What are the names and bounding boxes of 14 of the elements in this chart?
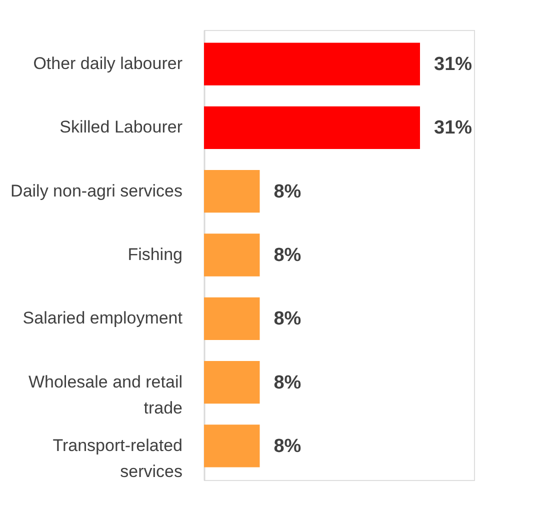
data-label: 8% xyxy=(274,245,302,266)
y-tick-label: Wholesale and retail trade xyxy=(28,372,182,418)
data-label: 8% xyxy=(274,308,302,330)
y-tick-label: Other daily labourer xyxy=(33,54,183,74)
y-tick-label: Skilled Labourer xyxy=(60,118,183,137)
data-label: 31% xyxy=(434,118,472,139)
data-label: 8% xyxy=(274,436,302,457)
data-label: 8% xyxy=(274,181,302,202)
y-tick-label: Transport-related services xyxy=(52,436,182,481)
data-label: 8% xyxy=(274,372,302,394)
y-tick-label: Daily non-agri services xyxy=(10,181,182,200)
data-label: 31% xyxy=(434,54,472,76)
y-tick-label: Fishing xyxy=(128,245,182,264)
y-tick-label: Salaried employment xyxy=(22,308,183,328)
